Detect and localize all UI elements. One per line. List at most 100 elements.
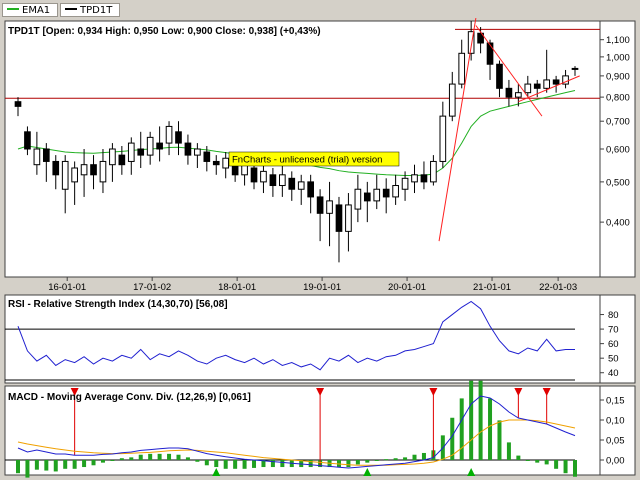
rsi-y-tick-label-0: 80	[608, 310, 619, 321]
candle-body-57	[552, 79, 560, 85]
macd-histogram-bar-0	[16, 460, 20, 474]
candle-body-29	[288, 177, 296, 190]
legend-item-tpd1t[interactable]: TPD1T	[60, 3, 120, 17]
trend-line-2	[518, 75, 580, 103]
candle-body-56	[543, 79, 551, 89]
price-y-tick-label-2: 0,900	[606, 71, 630, 82]
rsi-y-tick-label-4: 40	[608, 368, 619, 379]
candle-body-1	[24, 131, 31, 150]
price-x-tick-label-4: 20-01-01	[388, 282, 426, 293]
macd-histogram-bar-47	[459, 398, 464, 460]
rsi-panel-plot[interactable]	[4, 294, 601, 384]
macd-histogram-bar-57	[554, 460, 559, 469]
candle-body-53	[515, 92, 522, 98]
price-x-tick-label-0: 16-01-01	[48, 282, 86, 293]
macd-y-tick-label-0: 0,15	[606, 396, 625, 407]
macd-histogram-bar-14	[148, 453, 153, 460]
trend-line-1	[475, 25, 543, 117]
candle-body-59	[571, 67, 579, 70]
legend-swatch-tpd1t	[65, 8, 77, 10]
macd-histogram-bar-38	[374, 460, 379, 461]
macd-histogram-bar-2	[34, 460, 39, 470]
candle-body-48	[467, 31, 475, 54]
macd-histogram-bar-22	[223, 460, 228, 469]
price-x-ticks: 16-01-01 17-01-02 18-01-01 19-01-01 20-01-01…	[48, 277, 577, 293]
candle-body-2	[33, 148, 41, 166]
candle-body-0	[14, 101, 22, 107]
macd-lines	[17, 395, 576, 469]
macd-histogram-bar-42	[412, 454, 417, 460]
candle-body-51	[496, 63, 503, 89]
candle-body-27	[269, 174, 277, 187]
macd-histogram-bar-31	[308, 460, 313, 468]
macd-histogram-bar-18	[185, 457, 190, 460]
candle-body-32	[316, 196, 324, 214]
macd-sell-arrow-3	[514, 388, 523, 396]
rsi-grid	[5, 328, 575, 381]
macd-y-ticks: 0,15 0,10 0,05 0,00	[600, 396, 625, 467]
macd-buy-arrow-1	[363, 468, 372, 476]
candle-body-47	[458, 52, 466, 85]
candle-body-13	[137, 148, 145, 156]
macd-buy-arrow-0	[212, 468, 221, 476]
price-y-tick-label-1: 1,000	[606, 52, 630, 63]
price-y-tick-label-6: 0,500	[606, 177, 630, 188]
price-y-tick-label-0: 1,100	[606, 35, 630, 46]
macd-y-tick-label-3: 0,00	[606, 456, 625, 467]
macd-histogram-bar-54	[525, 460, 530, 461]
candle-body-34	[335, 204, 343, 232]
legend: EMA1 TPD1T	[2, 2, 638, 18]
candle-body-54	[524, 83, 532, 94]
macd-buy-arrow-2	[467, 468, 476, 476]
macd-sell-arrow-0	[70, 388, 79, 396]
macd-sell-arrow-2	[429, 388, 438, 396]
macd-histogram-bar-11	[119, 458, 124, 460]
rsi-y-ticks: 80 70 60 50 40	[600, 310, 619, 379]
macd-histogram-bar-26	[261, 460, 266, 468]
candle-body-35	[345, 204, 352, 232]
macd-histogram	[16, 380, 577, 478]
macd-panel-title: MACD - Moving Average Conv. Div. (12,26,…	[8, 392, 251, 403]
macd-histogram-bar-40	[393, 458, 398, 460]
macd-histogram-bar-4	[53, 460, 58, 472]
macd-y-tick-label-1: 0,10	[606, 416, 625, 427]
macd-histogram-bar-17	[176, 454, 181, 460]
macd-histogram-bar-43	[421, 452, 426, 460]
watermark-box	[228, 151, 400, 167]
macd-sell-arrow-1	[316, 388, 325, 396]
watermark-text: FnCharts - unlicensed (trial) version	[232, 155, 382, 166]
macd-histogram-bar-7	[82, 460, 87, 468]
candle-body-38	[373, 188, 381, 202]
macd-y-tick-label-2: 0,05	[606, 436, 625, 447]
rsi-line	[17, 300, 575, 371]
macd-histogram-bar-10	[110, 460, 115, 461]
candle-body-21	[212, 160, 220, 166]
macd-signal-series-line	[17, 419, 576, 466]
price-y-tick-label-7: 0,400	[606, 218, 630, 229]
candle-body-8	[90, 164, 97, 176]
candle-body-10	[109, 148, 116, 166]
trend-lines	[438, 18, 580, 242]
macd-histogram-bar-59	[573, 460, 577, 477]
candle-body-39	[382, 188, 390, 198]
macd-histogram-bar-6	[72, 460, 77, 469]
macd-histogram-bar-5	[63, 460, 68, 469]
rsi-panel-title: RSI - Relative Strength Index (14,30,70)…	[8, 299, 228, 310]
candle-body-4	[52, 160, 60, 176]
candle-body-55	[533, 83, 541, 89]
macd-histogram-bar-46	[450, 417, 455, 460]
macd-histogram-bar-12	[129, 457, 134, 460]
macd-histogram-bar-16	[167, 453, 172, 460]
candle-body-45	[439, 115, 447, 162]
candle-body-52	[505, 87, 513, 98]
legend-item-ema[interactable]: EMA1	[2, 3, 58, 17]
price-y-tick-label-5: 0,600	[606, 145, 630, 156]
candle-body-37	[363, 192, 371, 202]
price-x-tick-label-5: 21-01-01	[473, 282, 511, 293]
macd-histogram-bar-35	[346, 460, 351, 468]
rsi-y-tick-label-3: 50	[608, 354, 619, 365]
macd-histogram-bar-19	[195, 460, 200, 462]
price-panel-plot[interactable]	[4, 20, 601, 278]
candle-body-7	[80, 164, 88, 176]
